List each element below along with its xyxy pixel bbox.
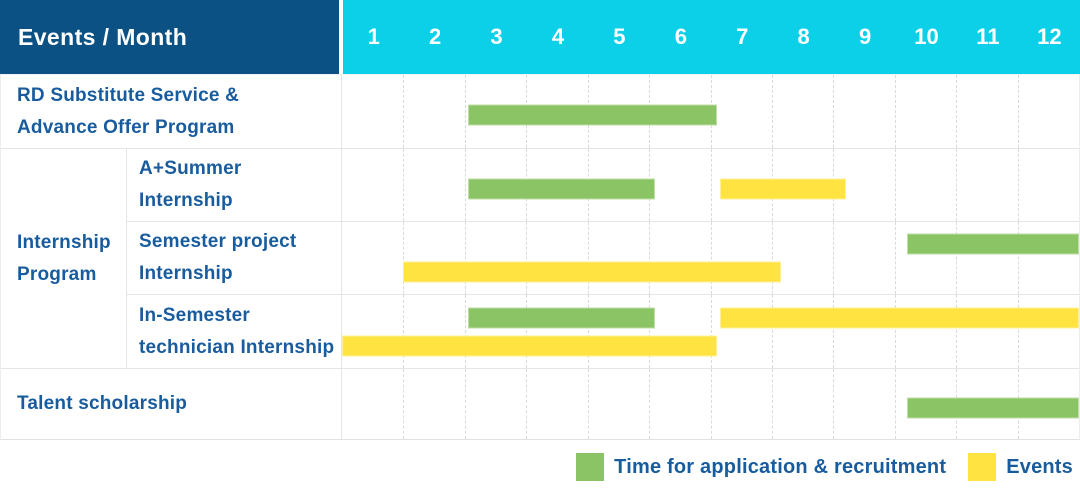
timeline-semester-project-internship (341, 221, 1079, 294)
gantt-table-body: RD Substitute Service & Advance Offer Pr… (0, 74, 1080, 440)
month-gridline (956, 75, 958, 148)
event-bar (403, 261, 782, 283)
month-gridline (587, 295, 589, 368)
event-bar (719, 178, 846, 200)
timeline-rd-substitute (341, 75, 1079, 148)
month-gridline (710, 295, 712, 368)
month-gridline (710, 222, 712, 294)
application-bar (467, 178, 656, 200)
month-gridline (526, 222, 528, 294)
month-label: 1 (367, 24, 380, 49)
month-gridline (894, 295, 896, 368)
legend-item-application: Time for application & recruitment (576, 453, 946, 481)
group-label-internship-program: Internship Program (1, 148, 126, 368)
events-month-header-cell: Events / Month (0, 0, 343, 74)
event-swatch (968, 453, 997, 481)
month-gridline (1017, 295, 1019, 368)
month-label: 2 (429, 24, 442, 49)
month-gridline (587, 369, 589, 439)
month-gridline (833, 75, 835, 148)
month-gridline (956, 295, 958, 368)
month-gridline (464, 222, 466, 294)
row-label-rd-substitute: RD Substitute Service & Advance Offer Pr… (17, 84, 240, 138)
legend-label-events: Events (1006, 455, 1073, 478)
month-gridline (649, 369, 651, 439)
month-gridline (771, 75, 773, 148)
timeline-talent-scholarship (341, 368, 1079, 439)
month-gridline (956, 222, 958, 294)
legend-label-application: Time for application & recruitment (614, 455, 947, 478)
month-label: 7 (736, 24, 749, 49)
month-gridline (403, 222, 405, 294)
month-label: 11 (976, 24, 1000, 49)
month-gridline (956, 149, 958, 221)
application-bar (907, 233, 1079, 255)
legend: Time for application & recruitment Event… (0, 440, 1080, 494)
event-bar (719, 307, 1079, 329)
event-bar (342, 335, 717, 357)
month-header-strip: 1 2 3 4 5 6 7 8 9 10 11 12 (343, 0, 1080, 74)
application-bar (467, 307, 656, 329)
month-gridline (403, 369, 405, 439)
month-gridline (771, 295, 773, 368)
month-gridline (649, 222, 651, 294)
month-label: 12 (1037, 24, 1062, 49)
month-gridline (1017, 222, 1019, 294)
month-gridline (833, 222, 835, 294)
month-gridline (894, 149, 896, 221)
month-gridline (771, 369, 773, 439)
application-bar (467, 104, 717, 126)
month-gridline (833, 295, 835, 368)
month-gridline (464, 369, 466, 439)
month-gridline (403, 75, 405, 148)
row-label-a-summer-internship: A+Summer Internship (126, 148, 341, 221)
month-gridline (894, 369, 896, 439)
month-gridline (710, 149, 712, 221)
month-gridline (526, 369, 528, 439)
month-gridline (464, 75, 466, 148)
row-label-talent-scholarship: Talent scholarship (1, 368, 341, 439)
month-gridline (1017, 75, 1019, 148)
events-month-title: Events / Month (18, 23, 188, 50)
row-label-in-semester-technician-internship: In-Semester technician Internship (126, 294, 341, 368)
month-gridline (526, 295, 528, 368)
month-label: 3 (490, 24, 503, 49)
month-label: 10 (914, 24, 939, 49)
month-label: 5 (613, 24, 626, 49)
month-gridline (894, 75, 896, 148)
application-bar (907, 397, 1079, 418)
month-gridline (403, 295, 405, 368)
month-gridline (710, 369, 712, 439)
month-gridline (1017, 149, 1019, 221)
month-label: 4 (551, 24, 565, 49)
month-gridline (771, 222, 773, 294)
month-gridline (403, 149, 405, 221)
timeline-a-summer-internship (341, 148, 1079, 221)
application-swatch (576, 453, 605, 481)
month-gridline (587, 222, 589, 294)
month-gridline (833, 369, 835, 439)
legend-item-events: Events (968, 453, 1073, 481)
month-gridline (649, 295, 651, 368)
month-gridline (464, 295, 466, 368)
month-gridline (464, 149, 466, 221)
month-label: 8 (797, 24, 810, 49)
timeline-in-semester-technician-internship (341, 294, 1079, 368)
month-gridline (894, 222, 896, 294)
month-label: 6 (674, 24, 687, 49)
header-row: Events / Month 1 2 3 4 5 6 7 8 9 10 11 12 (0, 0, 1080, 74)
month-label: 9 (858, 24, 872, 49)
row-label-semester-project-internship: Semester project Internship (126, 221, 341, 294)
